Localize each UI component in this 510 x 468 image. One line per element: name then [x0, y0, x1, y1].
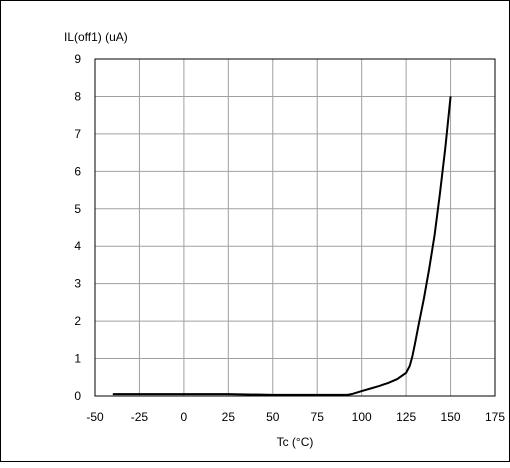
y-tick-labels: 0 1 2 3 4 5 6 7 8 9 [74, 52, 81, 403]
x-tick-label: 0 [181, 410, 188, 424]
x-tick-label: 175 [485, 410, 505, 424]
y-tick-label: 9 [74, 52, 81, 66]
y-tick-label: 5 [74, 202, 81, 216]
series-line [112, 96, 452, 396]
x-tick-label: 25 [222, 410, 236, 424]
grid [95, 59, 495, 396]
y-tick-label: 3 [74, 277, 81, 291]
x-tick-label: 100 [352, 410, 372, 424]
x-axis-label: Tc (°C) [277, 435, 314, 449]
x-tick-label: -50 [86, 410, 104, 424]
y-axis-label: IL(off1) (uA) [64, 30, 128, 44]
x-tick-label: 50 [266, 410, 280, 424]
x-tick-label: 75 [311, 410, 325, 424]
y-tick-label: 6 [74, 164, 81, 178]
y-tick-label: 4 [74, 239, 81, 253]
x-tick-label: 150 [441, 410, 461, 424]
x-tick-labels: -50 -25 0 25 50 75 100 125 150 175 [86, 410, 505, 424]
y-tick-label: 7 [74, 127, 81, 141]
x-tick-label: -25 [131, 410, 149, 424]
y-tick-label: 2 [74, 314, 81, 328]
x-tick-label: 125 [396, 410, 416, 424]
plot-area [94, 58, 496, 397]
y-tick-label: 1 [74, 352, 81, 366]
y-tick-label: 0 [74, 389, 81, 403]
y-tick-label: 8 [74, 89, 81, 103]
